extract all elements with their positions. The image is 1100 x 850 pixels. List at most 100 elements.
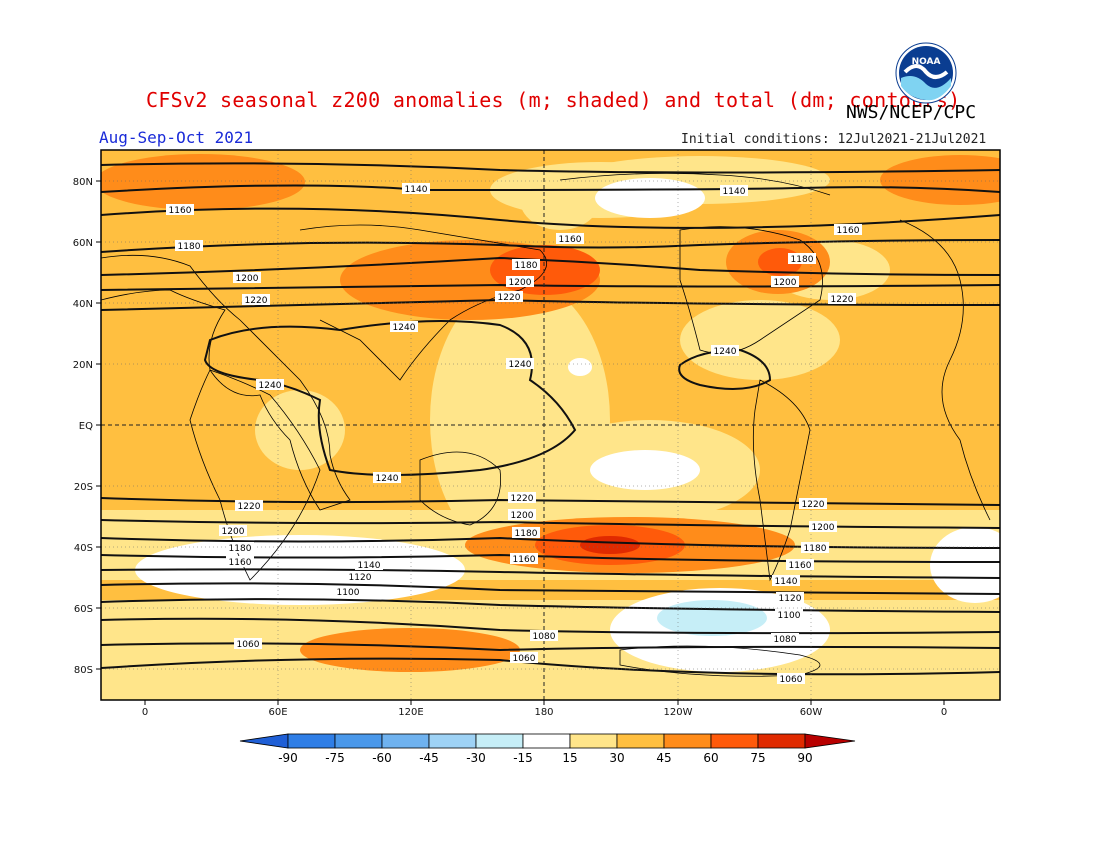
contour-labels: 1140 1140 1160 1160 1160 1180 1180 1180 1200 1200… (166, 183, 862, 685)
svg-text:1200: 1200 (236, 274, 259, 284)
contour-label: 1180 (788, 253, 816, 265)
colorbar-cell (663, 733, 712, 749)
svg-text:1200: 1200 (222, 527, 245, 537)
lat-label: 60N (73, 238, 93, 249)
contour-label: 1060 (777, 673, 805, 685)
contour-label: 1060 (510, 652, 538, 664)
svg-text:1160: 1160 (513, 555, 536, 565)
lat-label: 20S (74, 482, 93, 493)
contour-label: 1120 (346, 571, 374, 583)
svg-text:1100: 1100 (778, 611, 801, 621)
svg-text:1140: 1140 (358, 561, 381, 571)
colorbar-cell (334, 733, 383, 749)
colorbar-tick-label: -45 (419, 751, 439, 765)
lon-label: 120W (664, 707, 693, 718)
svg-text:1220: 1220 (802, 500, 825, 510)
colorbar-cell (287, 733, 336, 749)
contour-label: 1100 (775, 609, 803, 621)
contour-label: 1160 (786, 559, 814, 571)
svg-text:1180: 1180 (804, 544, 827, 554)
chart-title: CFSv2 seasonal z200 anomalies (m; shaded… (146, 88, 961, 112)
contour-label: 1240 (256, 379, 284, 391)
contour-label: 1080 (530, 630, 558, 642)
colorbar-cell (710, 733, 759, 749)
contour-label: 1160 (510, 553, 538, 565)
svg-text:1140: 1140 (405, 185, 428, 195)
lon-label: 60E (268, 707, 287, 718)
lon-label: 180 (534, 707, 553, 718)
colorbar-cell (569, 733, 618, 749)
colorbar-cell (757, 733, 806, 749)
lat-label: 40S (74, 543, 93, 554)
contour-label: 1200 (508, 509, 536, 521)
contour-label: 1160 (834, 224, 862, 236)
coastlines (101, 172, 991, 677)
svg-text:1160: 1160 (169, 206, 192, 216)
colorbar-tick-label: -90 (278, 751, 298, 765)
svg-text:1160: 1160 (229, 558, 252, 568)
colorbar-cell (381, 733, 430, 749)
contour-label: 1220 (508, 492, 536, 504)
contour-label: 1240 (390, 321, 418, 333)
svg-text:1120: 1120 (349, 573, 372, 583)
svg-text:1140: 1140 (775, 577, 798, 587)
lon-label: 60W (800, 707, 823, 718)
svg-text:1180: 1180 (229, 544, 252, 554)
colorbar-tick-label: 30 (609, 751, 624, 765)
svg-text:1200: 1200 (509, 278, 532, 288)
contour-label: 1160 (226, 556, 254, 568)
colorbar-cells (239, 733, 856, 749)
svg-text:1120: 1120 (779, 594, 802, 604)
svg-text:1200: 1200 (511, 511, 534, 521)
contour-label: 1120 (776, 592, 804, 604)
lon-label: 120E (398, 707, 423, 718)
svg-text:1160: 1160 (837, 226, 860, 236)
svg-text:1240: 1240 (259, 381, 282, 391)
colorbar-cell (522, 733, 571, 749)
logo-text: NOAA (912, 57, 941, 67)
contour-label: 1080 (771, 633, 799, 645)
colorbar-arrow-right (804, 733, 856, 749)
colorbar-arrow-left (239, 733, 289, 749)
contour-label: 1140 (772, 575, 800, 587)
colorbar-tick-label: -15 (513, 751, 533, 765)
svg-text:1180: 1180 (515, 529, 538, 539)
colorbar-cell (475, 733, 524, 749)
initial-conditions-label: Initial conditions: 12Jul2021-21Jul2021 (681, 132, 987, 147)
colorbar-tick-label: 90 (797, 751, 812, 765)
svg-text:1180: 1180 (178, 242, 201, 252)
colorbar-cell (428, 733, 477, 749)
contour-label: 1200 (219, 525, 247, 537)
lon-label: 0 (941, 707, 947, 718)
contour-label: 1220 (242, 294, 270, 306)
svg-text:1080: 1080 (533, 632, 556, 642)
colorbar-tick-label: -75 (325, 751, 345, 765)
contour-label: 1220 (828, 293, 856, 305)
contour-label: 1180 (512, 259, 540, 271)
colorbar-cell (616, 733, 665, 749)
svg-text:1240: 1240 (509, 360, 532, 370)
lat-label: 20N (73, 360, 93, 371)
svg-text:1100: 1100 (337, 588, 360, 598)
agency-label: NWS/NCEP/CPC (846, 102, 977, 123)
svg-text:1080: 1080 (774, 635, 797, 645)
svg-text:1240: 1240 (393, 323, 416, 333)
contour-label: 1180 (175, 240, 203, 252)
contour-label: 1240 (373, 472, 401, 484)
contour-label: 1140 (355, 559, 383, 571)
svg-text:1060: 1060 (780, 675, 803, 685)
contour-label: 1220 (495, 291, 523, 303)
svg-text:1160: 1160 (559, 235, 582, 245)
contour-label: 1200 (771, 276, 799, 288)
lat-label: 80N (73, 177, 93, 188)
colorbar-tick-label: 60 (703, 751, 718, 765)
contour-label: 1220 (799, 498, 827, 510)
svg-text:1220: 1220 (238, 502, 261, 512)
svg-text:1220: 1220 (245, 296, 268, 306)
colorbar-tick-label: 75 (750, 751, 765, 765)
contour-label: 1200 (233, 272, 261, 284)
lat-label: 60S (74, 604, 93, 615)
svg-text:1220: 1220 (498, 293, 521, 303)
colorbar-tick-label: -30 (466, 751, 486, 765)
lat-label: EQ (79, 421, 93, 432)
